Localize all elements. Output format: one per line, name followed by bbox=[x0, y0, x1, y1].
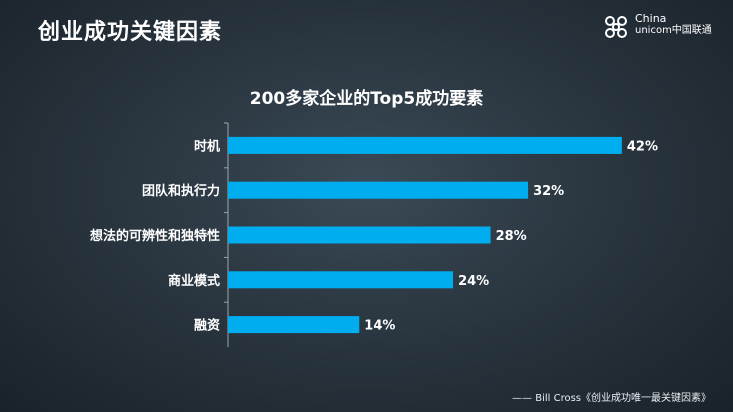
category-label: 商业模式 bbox=[168, 273, 220, 289]
category-label: 团队和执行力 bbox=[142, 183, 220, 199]
value-label: 24% bbox=[458, 274, 489, 289]
category-label: 融资 bbox=[194, 318, 220, 334]
value-label: 14% bbox=[364, 319, 395, 334]
value-label: 32% bbox=[533, 184, 564, 199]
category-label: 时机 bbox=[194, 138, 220, 154]
logo-subtext: unicom中国联通 bbox=[635, 25, 712, 36]
logo-text: China bbox=[635, 12, 667, 25]
bar bbox=[228, 226, 491, 244]
source-citation: —— Bill Cross《创业成功唯一最关键因素》 bbox=[512, 393, 711, 404]
value-label: 28% bbox=[496, 229, 527, 244]
chart-title: 200多家企业的Top5成功要素 bbox=[249, 89, 484, 109]
slide-title: 创业成功关键因素 bbox=[38, 20, 223, 45]
value-label: 42% bbox=[627, 139, 658, 154]
bar bbox=[228, 271, 454, 289]
bar bbox=[228, 181, 529, 199]
bar bbox=[228, 136, 622, 154]
china-unicom-knot-icon bbox=[605, 16, 627, 38]
china-unicom-logo: China unicom中国联通 bbox=[601, 12, 712, 42]
bar bbox=[228, 316, 360, 334]
category-label: 想法的可辨性和独特性 bbox=[90, 228, 220, 244]
